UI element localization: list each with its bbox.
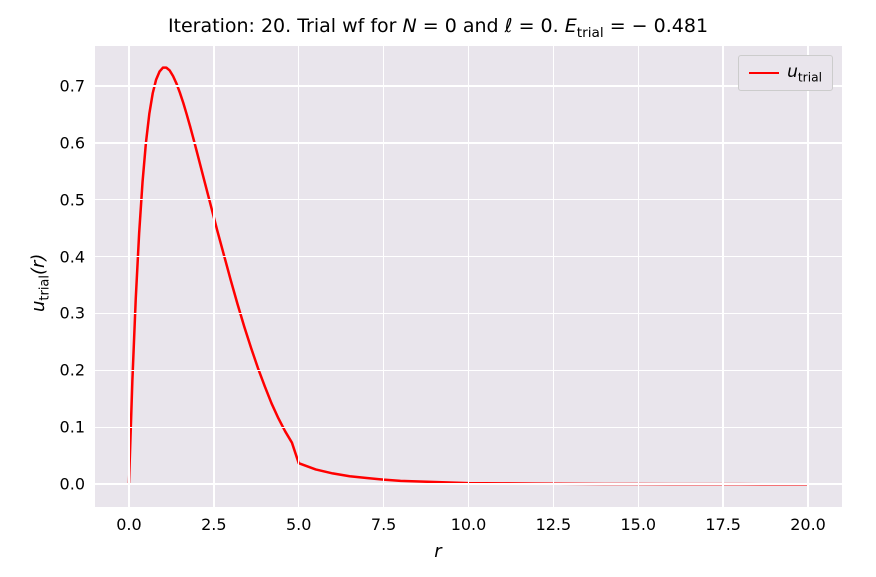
x-axis-label: r (0, 541, 876, 562)
gridline-horizontal (95, 483, 842, 485)
xlabel-text: r (434, 541, 441, 562)
title-E-sym: E (565, 15, 577, 37)
y-tick-label: 0.3 (60, 304, 85, 323)
x-tick-label: 2.5 (201, 515, 226, 534)
title-prefix: Iteration: 20. Trial wf for (168, 15, 403, 37)
x-tick-label: 10.0 (451, 515, 487, 534)
title-E-sub: trial (577, 25, 604, 41)
y-tick-label: 0.0 (60, 475, 85, 494)
chart-container: Iteration: 20. Trial wf for N = 0 and ℓ … (0, 0, 876, 577)
ylabel-sub: trial (38, 275, 53, 301)
y-tick-label: 0.6 (60, 133, 85, 152)
legend-entry: utrial (749, 62, 822, 84)
gridline-horizontal (95, 85, 842, 87)
x-tick-label: 0.0 (116, 515, 141, 534)
title-l-sym: ℓ (505, 15, 513, 37)
gridline-vertical (638, 46, 640, 507)
ylabel-arg: (r) (28, 253, 49, 274)
x-tick-label: 17.5 (705, 515, 741, 534)
x-tick-label: 7.5 (371, 515, 396, 534)
legend: utrial (738, 55, 833, 91)
y-tick-label: 0.7 (60, 76, 85, 95)
gridline-vertical (213, 46, 215, 507)
gridline-vertical (383, 46, 385, 507)
y-tick-label: 0.2 (60, 361, 85, 380)
y-tick-label: 0.4 (60, 247, 85, 266)
plot-area: utrial (95, 46, 842, 507)
x-tick-label: 12.5 (536, 515, 572, 534)
title-E-eq: = − 0.481 (604, 15, 708, 37)
gridline-horizontal (95, 256, 842, 258)
ylabel-sym: u (28, 300, 49, 311)
gridline-horizontal (95, 142, 842, 144)
gridline-vertical (807, 46, 809, 507)
title-N-eq: = 0 and (417, 15, 505, 37)
legend-sub: trial (798, 70, 822, 84)
chart-title: Iteration: 20. Trial wf for N = 0 and ℓ … (0, 15, 876, 41)
y-tick-label: 0.1 (60, 418, 85, 437)
y-axis-label: utrial(r) (28, 253, 53, 311)
legend-label: utrial (787, 62, 822, 84)
legend-swatch (749, 72, 779, 75)
title-N-sym: N (403, 15, 417, 37)
x-tick-label: 20.0 (790, 515, 826, 534)
y-tick-label: 0.5 (60, 190, 85, 209)
gridline-horizontal (95, 370, 842, 372)
title-l-eq: = 0. (513, 15, 565, 37)
gridline-vertical (298, 46, 300, 507)
legend-sym: u (787, 62, 798, 82)
gridline-horizontal (95, 313, 842, 315)
gridline-vertical (128, 46, 130, 507)
gridline-horizontal (95, 427, 842, 429)
x-tick-label: 15.0 (620, 515, 656, 534)
gridline-vertical (722, 46, 724, 507)
gridline-vertical (553, 46, 555, 507)
gridline-horizontal (95, 199, 842, 201)
x-tick-label: 5.0 (286, 515, 311, 534)
gridline-vertical (468, 46, 470, 507)
